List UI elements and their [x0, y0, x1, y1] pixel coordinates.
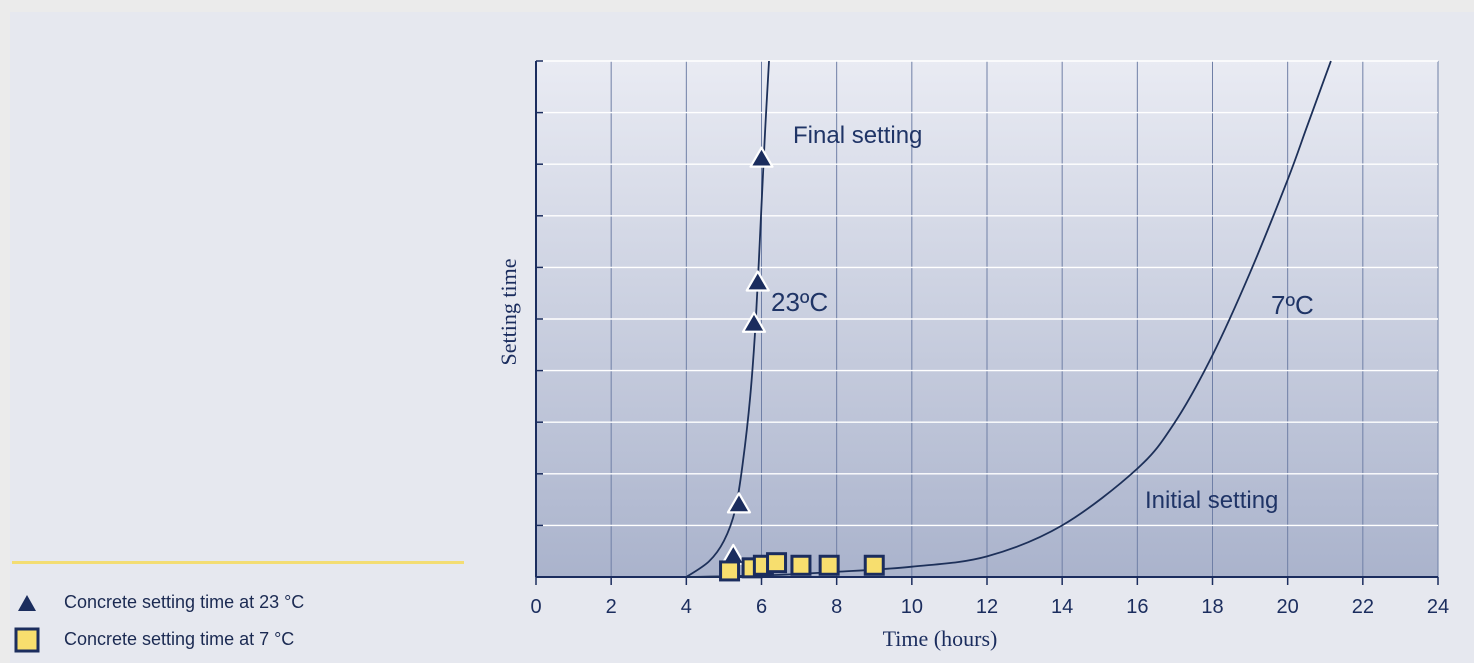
- x-tick-label: 4: [681, 596, 692, 618]
- x-tick-label: 20: [1277, 596, 1299, 618]
- x-tick-label: 6: [756, 596, 767, 618]
- x-tick-label: 18: [1201, 596, 1223, 618]
- x-tick-label: 2: [606, 596, 617, 618]
- curve-7c: [686, 60, 1332, 578]
- square-point: [766, 552, 788, 574]
- annotation-final-setting: Final setting: [793, 122, 922, 149]
- annotation-initial-setting: Initial setting: [1145, 487, 1278, 514]
- y-axis-label: Setting time: [496, 259, 521, 366]
- x-axis-label: Time (hours): [883, 626, 998, 651]
- annotation-23c: 23ºC: [771, 287, 828, 317]
- x-tick-labels: 0 2 4 6 8 10 12 14 16 18 20 22 24: [530, 596, 1449, 618]
- triangle-marker-icon: [14, 590, 40, 616]
- annotation-7c: 7ºC: [1271, 290, 1314, 320]
- x-tick-label: 14: [1051, 596, 1073, 618]
- horizontal-gridlines: [536, 60, 1438, 527]
- x-tick-label: 10: [901, 596, 923, 618]
- x-tick-label: 12: [976, 596, 998, 618]
- x-tick-label: 8: [831, 596, 842, 618]
- triangle-point: [745, 270, 770, 292]
- square-point: [818, 554, 840, 576]
- square-point: [863, 554, 885, 576]
- triangle-point: [726, 492, 752, 514]
- square-point: [719, 560, 741, 582]
- legend-label-7c: Concrete setting time at 7 °C: [64, 629, 295, 649]
- x-tick-label: 24: [1427, 596, 1449, 618]
- triangle-point: [741, 311, 767, 333]
- square-point: [790, 554, 812, 576]
- legend-label-23c: Concrete setting time at 23 °C: [64, 592, 305, 612]
- x-tick-label: 22: [1352, 596, 1374, 618]
- legend-item-23c: Concrete setting time at 23 °C: [14, 584, 454, 621]
- legend-divider: [12, 561, 464, 564]
- legend: Concrete setting time at 23 °C Concrete …: [14, 584, 454, 658]
- square-marker-icon: [14, 627, 40, 653]
- legend-item-7c: Concrete setting time at 7 °C: [14, 621, 454, 658]
- x-tick-label: 0: [530, 596, 541, 618]
- data-points: [719, 146, 885, 582]
- x-tick-label: 16: [1126, 596, 1148, 618]
- triangle-point: [749, 146, 774, 168]
